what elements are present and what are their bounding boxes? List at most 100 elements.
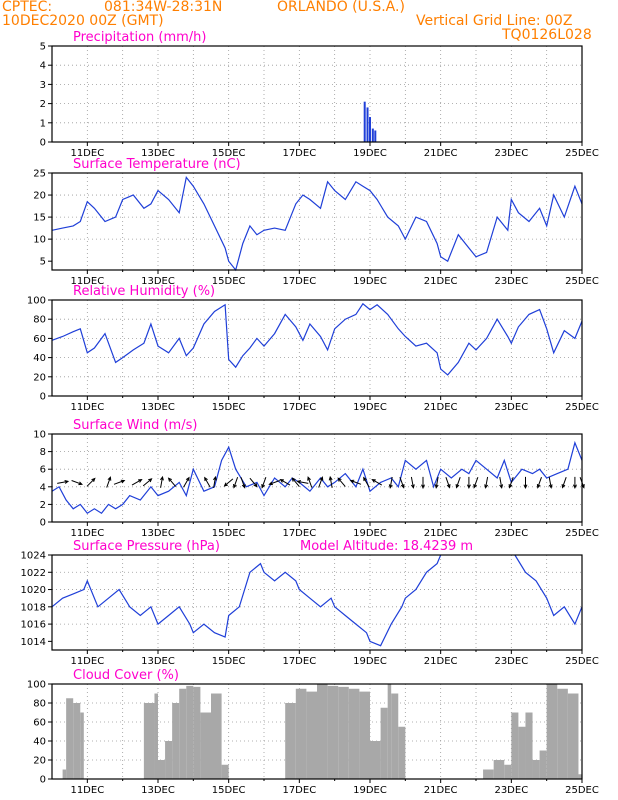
y-tick-label: 1 <box>40 118 46 129</box>
panel-title: Cloud Cover (%) <box>73 668 179 683</box>
panel-frame <box>51 554 583 651</box>
x-tick-label: 25DEC <box>565 148 599 159</box>
y-tick-label: 5 <box>40 257 46 268</box>
model-code: TQ0126L028 <box>502 27 592 43</box>
cloud-cover-bar <box>483 769 494 779</box>
x-tick-label: 23DEC <box>494 276 528 287</box>
x-tick-label: 15DEC <box>212 656 246 667</box>
panel-title: Surface Temperature (nC) <box>73 157 241 172</box>
vertical-grid-note: Vertical Grid Line: 00Z <box>416 13 573 29</box>
wind-arrow <box>268 480 280 486</box>
x-tick-label: 11DEC <box>70 785 104 796</box>
x-tick-label: 11DEC <box>70 148 104 159</box>
cloud-cover-bar <box>327 685 339 779</box>
wind-arrow <box>307 476 313 488</box>
wind-arrow <box>548 476 553 489</box>
panel-frame <box>51 433 583 523</box>
wind-arrow <box>410 476 415 489</box>
x-tick-label: 17DEC <box>282 785 316 796</box>
wind-arrow <box>167 477 177 487</box>
y-tick-label: 60 <box>33 334 46 345</box>
cloud-cover-bar <box>348 688 360 779</box>
y-tick-label: 1024 <box>21 551 46 562</box>
cloud-cover-bar <box>80 712 84 779</box>
cloud-cover-bar <box>165 741 173 779</box>
wind-arrow <box>484 476 489 489</box>
y-tick-label: 15 <box>33 213 46 224</box>
wind-arrow <box>57 480 70 484</box>
wind-arrow <box>399 477 405 489</box>
x-tick-label: 13DEC <box>141 656 175 667</box>
wind-arrow <box>363 476 370 488</box>
x-tick-label: 17DEC <box>282 276 316 287</box>
x-tick-label: 17DEC <box>282 402 316 413</box>
x-tick-label: 21DEC <box>424 276 458 287</box>
y-tick-label: 40 <box>33 737 46 748</box>
y-tick-label: 10 <box>33 430 46 441</box>
cloud-cover-bar <box>578 774 582 779</box>
x-tick-label: 25DEC <box>565 276 599 287</box>
precipitation-bar <box>363 101 366 142</box>
wind-arrow <box>213 475 217 488</box>
y-tick-label: 5 <box>40 42 46 53</box>
y-tick-label: 1022 <box>21 568 46 579</box>
wind-arrow <box>318 476 324 488</box>
x-tick-label: 19DEC <box>353 656 387 667</box>
y-tick-label: 6 <box>40 465 46 476</box>
y-tick-label: 1016 <box>21 620 46 631</box>
y-tick-label: 4 <box>40 482 46 493</box>
cloud-cover-bar <box>567 693 579 779</box>
x-tick-label: 23DEC <box>494 528 528 539</box>
x-tick-label: 19DEC <box>353 402 387 413</box>
y-tick-label: 8 <box>40 447 46 458</box>
cloud-cover-bar <box>66 698 74 779</box>
cloud-cover-bar <box>221 764 229 779</box>
x-tick-label: 15DEC <box>212 148 246 159</box>
wind-arrow <box>508 477 514 489</box>
cloud-cover-bar <box>285 703 296 779</box>
cloud-cover-bar <box>391 693 399 779</box>
wind-arrow <box>183 476 190 488</box>
x-tick-label: 19DEC <box>353 276 387 287</box>
y-tick-label: 1014 <box>21 637 46 648</box>
run-datetime: 10DEC2020 00Z (GMT) <box>2 13 164 29</box>
x-tick-label: 21DEC <box>424 402 458 413</box>
x-tick-label: 19DEC <box>353 148 387 159</box>
x-tick-label: 21DEC <box>424 148 458 159</box>
x-tick-label: 13DEC <box>141 148 175 159</box>
wind-arrow <box>233 477 239 489</box>
y-tick-label: 80 <box>33 699 46 710</box>
panel-frame <box>51 299 583 397</box>
x-tick-label: 23DEC <box>494 785 528 796</box>
y-tick-label: 100 <box>27 680 46 691</box>
wind-arrow <box>113 479 126 485</box>
x-tick-label: 21DEC <box>424 785 458 796</box>
y-tick-label: 25 <box>33 169 46 180</box>
cloud-cover-bar <box>532 760 540 779</box>
x-tick-label: 17DEC <box>282 148 316 159</box>
coordinates: 081:34W-28:31N <box>104 0 223 15</box>
y-tick-label: 100 <box>27 296 46 307</box>
wind-arrow <box>473 477 479 489</box>
y-tick-label: 20 <box>33 191 46 202</box>
x-tick-label: 23DEC <box>494 402 528 413</box>
precipitation-bar <box>374 130 377 142</box>
wind-arrow <box>204 476 211 488</box>
x-tick-label: 13DEC <box>141 785 175 796</box>
x-tick-label: 13DEC <box>141 402 175 413</box>
x-tick-label: 15DEC <box>212 528 246 539</box>
y-tick-label: 0 <box>40 518 46 529</box>
x-tick-label: 17DEC <box>282 528 316 539</box>
cloud-cover-bar <box>193 686 201 779</box>
x-tick-label: 15DEC <box>212 785 246 796</box>
panel-title: Surface Wind (m/s) <box>73 418 197 433</box>
cloud-cover-bar <box>172 703 180 779</box>
x-tick-label: 23DEC <box>494 656 528 667</box>
panel-frame <box>51 45 583 143</box>
cloud-cover-bar <box>493 760 505 779</box>
y-tick-label: 1018 <box>21 602 46 613</box>
wind-arrow <box>296 480 309 484</box>
x-tick-label: 11DEC <box>70 656 104 667</box>
series-line <box>51 440 583 514</box>
